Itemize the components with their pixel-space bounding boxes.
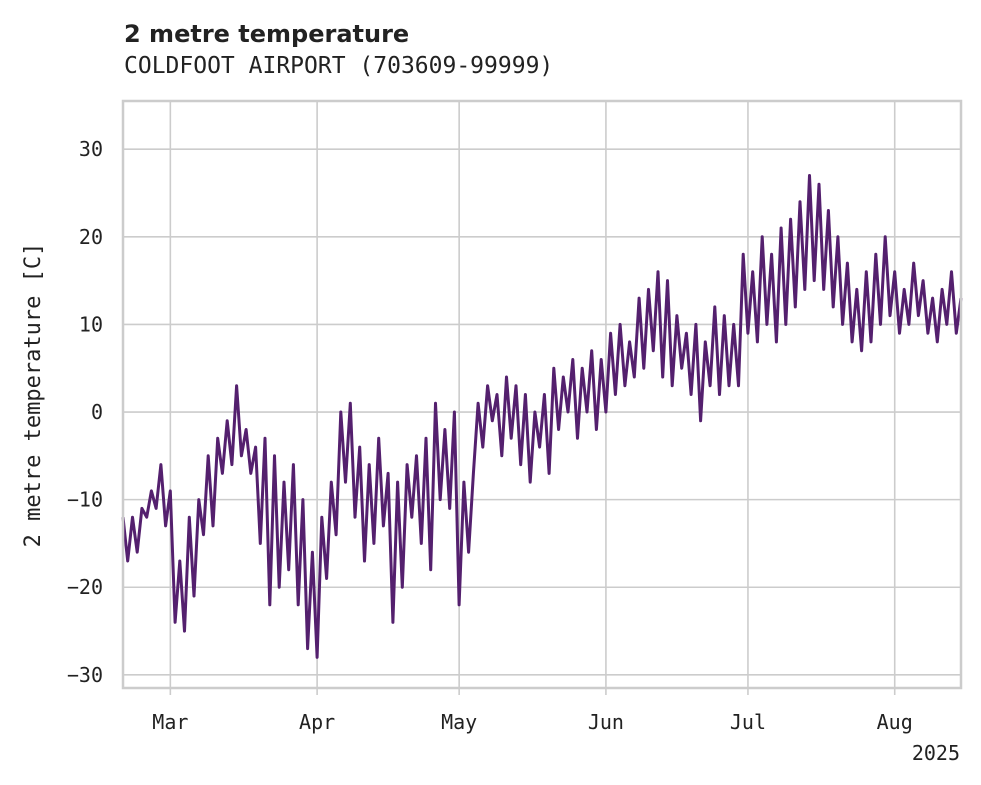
chart-title: 2 metre temperature — [124, 20, 409, 48]
y-tick-label: −10 — [67, 488, 103, 512]
x-tick-label: Apr — [299, 710, 335, 734]
y-axis-ticks: −30 −20 −10 0 10 20 30 — [67, 137, 103, 687]
temperature-series-line — [121, 174, 963, 659]
y-axis-label: 2 metre temperature [C] — [21, 243, 46, 548]
plot-frame — [121, 99, 963, 690]
x-tick-label: Mar — [152, 710, 188, 734]
y-tick-label: 30 — [79, 137, 103, 161]
x-tick-label: Jul — [730, 710, 766, 734]
x-axis-year-label: 2025 — [912, 741, 960, 765]
y-tick-label: −20 — [67, 575, 103, 599]
y-tick-label: −30 — [67, 663, 103, 687]
y-tick-label: 0 — [91, 400, 103, 424]
chart-subtitle: COLDFOOT AIRPORT (703609-99999) — [124, 53, 553, 79]
x-tick-label: Aug — [877, 710, 913, 734]
x-tick-label: Jun — [588, 710, 624, 734]
y-tick-label: 10 — [79, 312, 103, 336]
y-tick-label: 20 — [79, 225, 103, 249]
x-tick-label: May — [441, 710, 477, 734]
series-layer — [121, 174, 963, 659]
x-axis-ticks: Mar Apr May Jun Jul Aug — [152, 688, 913, 734]
